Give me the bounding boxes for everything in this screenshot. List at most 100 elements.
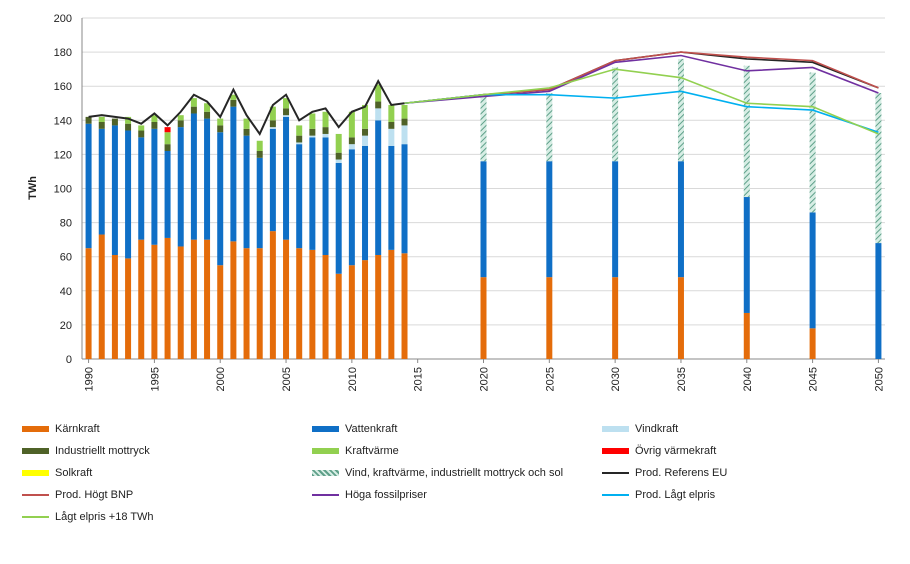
legend-item: Prod. Högt BNP	[22, 486, 133, 504]
bar-ind_mottryck	[190, 106, 197, 114]
bar-vattenkraft	[309, 137, 316, 250]
x-tick-label: 2050	[873, 367, 885, 391]
y-tick-label: 20	[60, 320, 72, 332]
bar-ind_mottryck	[125, 123, 132, 131]
x-tick-label: 2010	[347, 367, 359, 391]
legend-item: Vindkraft	[602, 420, 678, 438]
x-tick-label: 2030	[610, 367, 622, 391]
y-tick-label: 100	[54, 184, 72, 196]
bar-karnkraft	[111, 254, 118, 359]
legend-item: Solkraft	[22, 464, 92, 482]
proj-bar-vind-kraftvarme-mottryck-sol	[546, 93, 553, 162]
bar-vattenkraft	[151, 128, 158, 245]
proj-bar-vind-kraftvarme-mottryck-sol	[743, 65, 750, 198]
bar-karnkraft	[98, 234, 105, 359]
bar-vattenkraft	[111, 125, 118, 255]
proj-bar-vind-kraftvarme-mottryck-sol	[677, 58, 684, 162]
bar-karnkraft	[296, 248, 303, 359]
y-tick-label: 140	[54, 115, 72, 127]
legend-line-swatch	[602, 494, 629, 496]
bar-vindkraft	[283, 115, 290, 117]
legend-label: Solkraft	[55, 467, 93, 479]
y-tick-label: 160	[54, 81, 72, 93]
bar-kraftvarme	[217, 118, 224, 126]
legend-label: Industriellt mottryck	[55, 445, 150, 457]
legend-label: Kraftvärme	[345, 445, 399, 457]
legend-label: Övrig värmekraft	[635, 445, 717, 457]
legend-color-swatch	[602, 448, 629, 454]
proj-bar-karnkraft	[612, 277, 619, 359]
bar-karnkraft	[401, 253, 408, 359]
bar-vattenkraft	[125, 130, 132, 259]
proj-bar-vattenkraft	[546, 161, 553, 278]
legend-line-swatch	[602, 472, 629, 474]
proj-bar-vind-kraftvarme-mottryck-sol	[809, 72, 816, 213]
x-tick-label: 2020	[479, 367, 491, 391]
bar-vindkraft	[269, 127, 276, 129]
x-tick-label: 2045	[808, 367, 820, 391]
bar-ind_mottryck	[217, 125, 224, 133]
bar-ind_mottryck	[151, 122, 158, 129]
bar-kraftvarme	[269, 106, 276, 121]
line-lagt_elpris_18	[404, 68, 879, 135]
y-tick-label: 80	[60, 218, 72, 230]
bar-ind_mottryck	[98, 122, 105, 129]
bar-kraftvarme	[164, 132, 171, 145]
proj-bar-vattenkraft	[480, 161, 487, 278]
bar-kraftvarme	[243, 118, 250, 129]
bar-vindkraft	[362, 135, 369, 146]
bar-vattenkraft	[401, 144, 408, 254]
bar-kraftvarme	[283, 98, 290, 109]
bar-karnkraft	[190, 239, 197, 359]
bar-vindkraft	[348, 144, 355, 150]
bar-kraftvarme	[401, 104, 408, 119]
legend-item: Kärnkraft	[22, 420, 100, 438]
bar-karnkraft	[151, 244, 158, 359]
bar-vindkraft	[375, 108, 382, 121]
y-tick-label: 200	[54, 13, 72, 25]
bar-ind_mottryck	[401, 118, 408, 126]
bar-ind_mottryck	[388, 122, 395, 129]
bar-ind_mottryck	[256, 150, 263, 158]
legend-hatch-swatch	[312, 470, 339, 476]
legend-item: Kraftvärme	[312, 442, 399, 460]
bar-vattenkraft	[230, 106, 237, 242]
x-tick-label: 2035	[676, 367, 688, 391]
proj-bar-vattenkraft	[743, 197, 750, 313]
legend-label: Vindkraft	[635, 423, 679, 435]
bar-vattenkraft	[322, 137, 329, 255]
bar-ind_mottryck	[296, 135, 303, 143]
bar-vattenkraft	[85, 123, 92, 249]
bar-kraftvarme	[177, 115, 184, 121]
y-tick-label: 0	[66, 354, 72, 366]
legend-label: Lågt elpris +18 TWh	[55, 511, 154, 523]
bar-ind_mottryck	[335, 152, 342, 160]
x-tick-label: 2000	[215, 367, 227, 391]
bar-karnkraft	[177, 246, 184, 359]
bar-karnkraft	[85, 248, 92, 359]
bar-vattenkraft	[335, 162, 342, 274]
bar-karnkraft	[283, 239, 290, 359]
bar-karnkraft	[230, 241, 237, 359]
legend-color-swatch	[312, 426, 339, 432]
proj-bar-vind-kraftvarme-mottryck-sol	[612, 67, 619, 162]
proj-bar-vattenkraft	[612, 161, 619, 278]
bar-vattenkraft	[177, 127, 184, 247]
bar-ind_mottryck	[111, 118, 118, 126]
bar-ind_mottryck	[164, 144, 171, 151]
bar-ovrig_varme	[164, 127, 171, 133]
bar-kraftvarme	[335, 133, 342, 153]
bar-karnkraft	[309, 249, 316, 359]
legend-item: Vattenkraft	[312, 420, 397, 438]
bar-karnkraft	[164, 237, 171, 359]
proj-bar-vattenkraft	[677, 161, 684, 278]
legend-color-swatch	[22, 426, 49, 432]
bar-ind_mottryck	[348, 137, 355, 145]
legend-line-swatch	[312, 494, 339, 496]
legend-color-swatch	[312, 448, 339, 454]
proj-bar-karnkraft	[546, 277, 553, 359]
bar-vattenkraft	[362, 145, 369, 261]
legend-label: Höga fossilpriser	[345, 489, 427, 501]
proj-bar-vind-kraftvarme-mottryck-sol	[480, 96, 487, 162]
